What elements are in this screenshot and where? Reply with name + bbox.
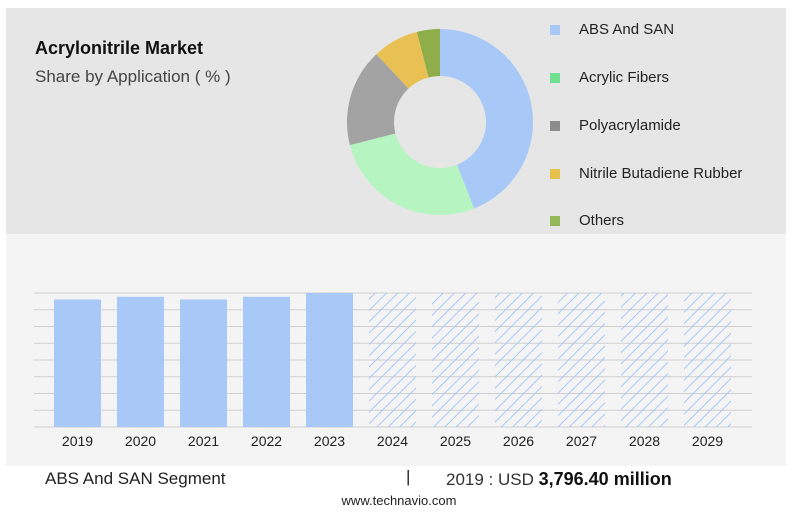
bar-2020 xyxy=(117,296,164,427)
chart-subtitle: Share by Application ( % ) xyxy=(35,67,231,86)
x-tick-label: 2025 xyxy=(440,433,471,449)
chart-title: Acrylonitrile Market xyxy=(35,38,204,58)
footer-divider: | xyxy=(406,467,411,486)
x-tick-label: 2022 xyxy=(251,433,282,449)
x-tick-label: 2021 xyxy=(188,433,219,449)
legend-item-abs-and-san: ABS And SAN xyxy=(550,18,780,42)
legend-item-others: Others xyxy=(550,209,780,233)
bar-2026 xyxy=(495,293,542,427)
donut-chart xyxy=(347,29,533,215)
bar-2021 xyxy=(180,299,227,427)
bar-2025 xyxy=(432,293,479,427)
x-tick-label: 2019 xyxy=(62,433,93,449)
legend-item-polyacrylamide: Polyacrylamide xyxy=(550,114,780,138)
year-label: 2019 : USD xyxy=(446,470,534,489)
bar-2029 xyxy=(684,293,731,427)
donut-slice-acrylic-fibers xyxy=(349,133,475,215)
x-tick-label: 2028 xyxy=(629,433,660,449)
bar-2022 xyxy=(243,296,290,427)
legend-swatch xyxy=(550,73,560,83)
segment-value: 2019 : USD 3,796.40 million xyxy=(446,469,672,490)
donut-slice-nitrile-butadiene-rubber xyxy=(376,31,429,89)
legend-label: Others xyxy=(579,212,625,229)
legend-swatch xyxy=(550,121,560,131)
bar-2023 xyxy=(306,293,353,427)
legend-swatch xyxy=(550,25,560,35)
legend-swatch xyxy=(550,216,560,226)
legend-swatch xyxy=(550,169,560,179)
x-tick-label: 2020 xyxy=(125,433,156,449)
legend-item-acrylic-fibers: Acrylic Fibers xyxy=(550,66,780,90)
segment-label: ABS And SAN Segment xyxy=(45,469,226,488)
legend-item-nitrile-butadiene-rubber: Nitrile Butadiene Rubber xyxy=(550,162,780,186)
legend-label: ABS And SAN xyxy=(579,21,675,38)
x-tick-label: 2023 xyxy=(314,433,345,449)
donut-slice-polyacrylamide xyxy=(347,54,409,146)
x-tick-label: 2026 xyxy=(503,433,534,449)
bar-2027 xyxy=(558,293,605,427)
x-tick-label: 2027 xyxy=(566,433,597,449)
donut-slice-abs-and-san xyxy=(440,29,533,209)
donut-slice-others xyxy=(416,29,440,78)
legend-label: Nitrile Butadiene Rubber xyxy=(579,165,743,182)
value-amount: 3,796.40 million xyxy=(538,469,672,489)
x-tick-label: 2029 xyxy=(692,433,723,449)
legend-label: Polyacrylamide xyxy=(579,117,681,134)
bar-2028 xyxy=(621,293,668,427)
bar-2019 xyxy=(54,299,101,427)
x-tick-label: 2024 xyxy=(377,433,408,449)
website-url: www.technavio.com xyxy=(341,493,457,508)
bar-2024 xyxy=(369,293,416,427)
legend-label: Acrylic Fibers xyxy=(579,69,670,86)
